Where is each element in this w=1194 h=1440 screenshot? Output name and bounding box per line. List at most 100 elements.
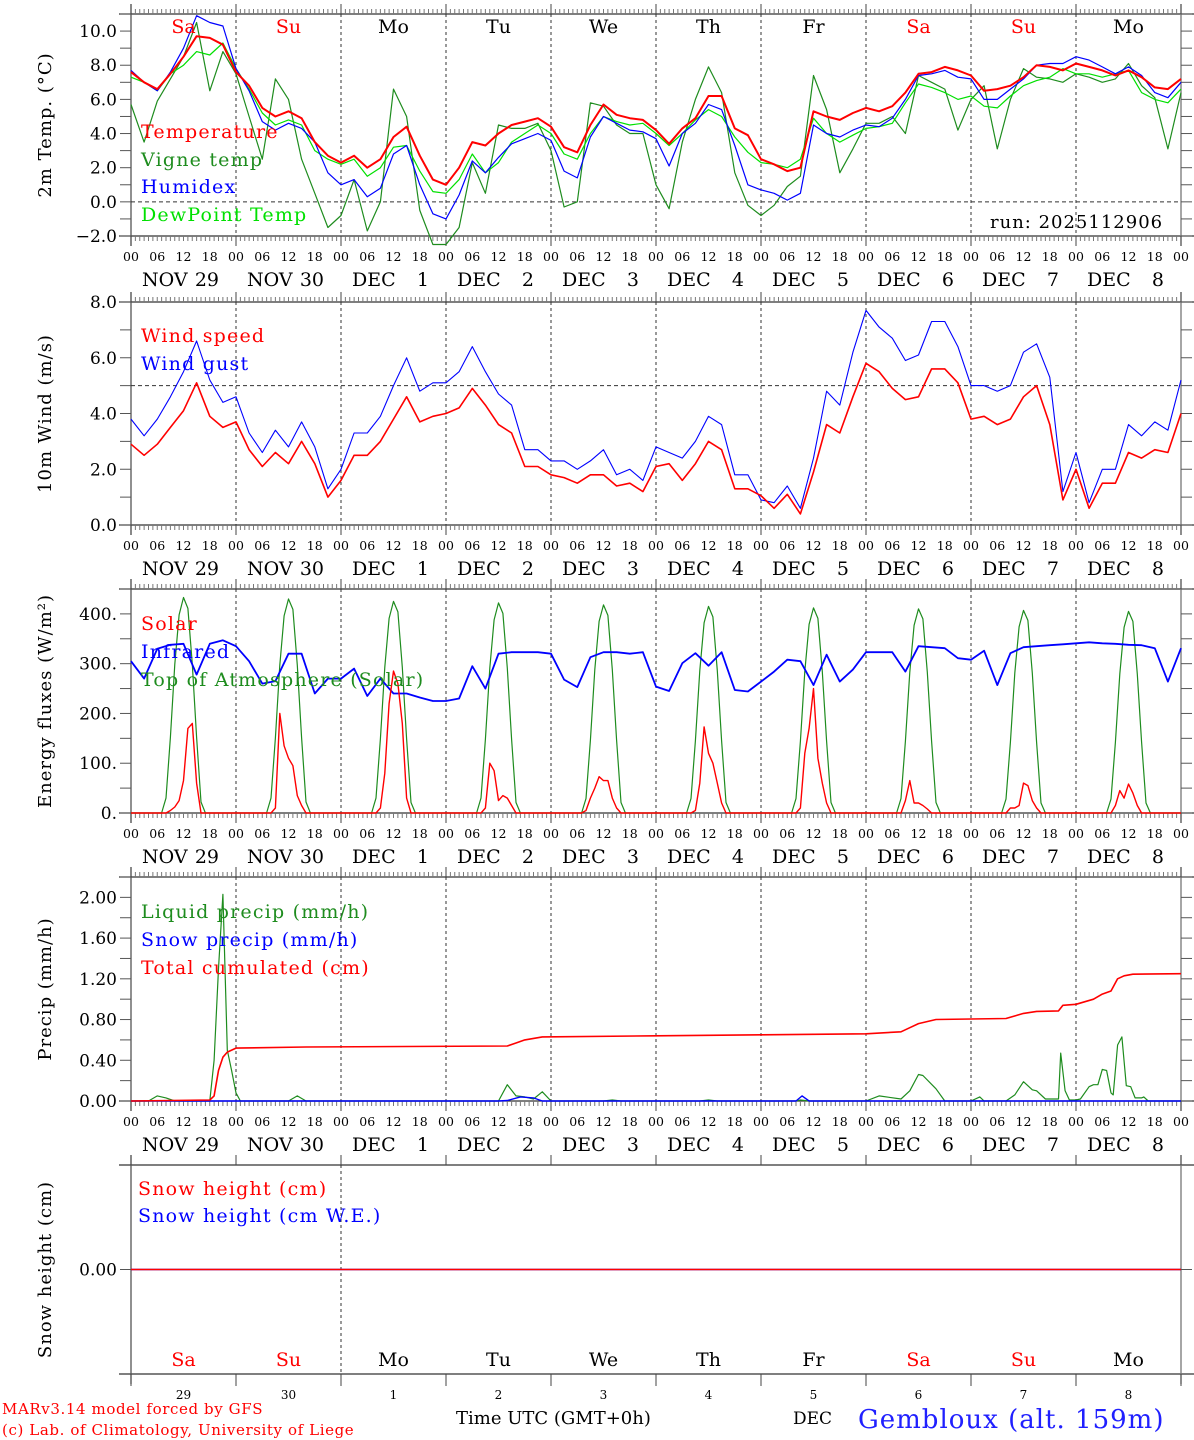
y-tick-label: 0.00: [79, 1261, 117, 1281]
date-label: 29: [176, 1388, 191, 1402]
hour-label: 12: [386, 1114, 402, 1129]
date-day-label: 2: [522, 558, 534, 580]
legend-item: Solar: [141, 613, 198, 635]
legend-item: Liquid precip (mm/h): [141, 901, 369, 923]
hour-label: 06: [884, 249, 900, 264]
hour-label: 12: [911, 249, 927, 264]
hour-label: 12: [806, 1114, 822, 1129]
date-month-label: NOV: [247, 269, 293, 291]
hour-label: 12: [386, 249, 402, 264]
hour-label: 12: [281, 249, 297, 264]
legend-item: Snow height (cm): [138, 1178, 327, 1200]
date-day-label: 4: [732, 1134, 744, 1156]
hour-label: 12: [596, 1114, 612, 1129]
hour-label: 12: [701, 826, 717, 841]
hour-label: 00: [753, 826, 769, 841]
hour-label: 00: [963, 1114, 979, 1129]
date-label: 3: [600, 1388, 608, 1402]
hour-label: 06: [779, 249, 795, 264]
hour-label: 00: [1068, 249, 1084, 264]
y-tick-label: 200.: [79, 704, 117, 724]
weekday-label: We: [589, 1349, 618, 1371]
hour-label: 06: [254, 1114, 270, 1129]
hour-label: 00: [228, 826, 244, 841]
date-day-label: 5: [837, 1134, 849, 1156]
weekday-label: Mo: [1113, 16, 1144, 38]
run-label: run: 2025112906: [990, 212, 1163, 233]
hour-label: 12: [1016, 538, 1032, 553]
date-month-label: NOV: [142, 558, 188, 580]
hour-label: 00: [543, 826, 559, 841]
series-wind-speed: [130, 362, 1182, 515]
date-day-label: 7: [1047, 558, 1059, 580]
hour-label: 18: [727, 826, 743, 841]
hour-label: 00: [753, 1114, 769, 1129]
y-tick-label: 8.0: [90, 56, 117, 76]
hour-label: 12: [386, 538, 402, 553]
hour-label: 12: [1121, 826, 1137, 841]
y-tick-label: 100.: [79, 754, 117, 774]
date-day-label: 29: [195, 846, 219, 868]
hour-label: 18: [202, 826, 218, 841]
hour-label: 06: [674, 1114, 690, 1129]
panel-wind: 0.0 2.0 4.0 6.0 8.0 10m Wind (m/s) Wind speed W…: [35, 292, 1194, 580]
hour-label: 00: [1173, 1114, 1189, 1129]
y-tick-label: 0.: [101, 804, 117, 824]
hour-label: 06: [674, 538, 690, 553]
date-month-label: DEC: [982, 846, 1026, 868]
hour-label: 18: [832, 538, 848, 553]
date-day-label: 4: [732, 846, 744, 868]
date-day-label: 8: [1152, 558, 1164, 580]
date-month-label: DEC: [352, 1134, 396, 1156]
hour-label: 18: [202, 249, 218, 264]
hour-label: 12: [1121, 538, 1137, 553]
weekday-label: Sa: [171, 16, 195, 38]
hour-label: 12: [176, 249, 192, 264]
date-day-label: 29: [195, 1134, 219, 1156]
date-day-label: 2: [522, 1134, 534, 1156]
hour-label: 12: [386, 826, 402, 841]
y-axis-title: Precip (mm/h): [35, 917, 56, 1060]
date-day-label: 3: [627, 1134, 639, 1156]
hour-label: 06: [149, 538, 165, 553]
hour-label: 00: [228, 538, 244, 553]
hour-label: 00: [858, 538, 874, 553]
hour-label: 00: [123, 1114, 139, 1129]
date-month-label: DEC: [1087, 1134, 1131, 1156]
hour-label: 00: [648, 826, 664, 841]
hour-label: 06: [149, 1114, 165, 1129]
date-month-label: DEC: [1087, 558, 1131, 580]
hour-label: 00: [438, 249, 454, 264]
hour-label: 18: [937, 1114, 953, 1129]
hour-label: 12: [491, 826, 507, 841]
hour-label: 18: [307, 826, 323, 841]
legend-item: DewPoint Temp: [141, 204, 307, 226]
hour-label: 00: [648, 1114, 664, 1129]
date-month-label: DEC: [772, 558, 816, 580]
hour-label: 00: [1068, 538, 1084, 553]
hour-label: 06: [149, 249, 165, 264]
hour-label: 12: [701, 249, 717, 264]
date-day-label: 1: [417, 269, 429, 291]
weekday-label: Su: [276, 1349, 301, 1371]
hour-label: 00: [753, 249, 769, 264]
y-tick-label: 300.: [79, 655, 117, 675]
y-tick-label: 6.0: [90, 90, 117, 110]
hour-label: 18: [622, 249, 638, 264]
date-day-label: 1: [417, 1134, 429, 1156]
y-tick-label: 2.00: [79, 888, 117, 908]
weekday-label: Sa: [171, 1349, 195, 1371]
hour-label: 06: [989, 1114, 1005, 1129]
date-month-label: DEC: [1087, 269, 1131, 291]
y-tick-label: 2.0: [90, 159, 117, 179]
hour-label: 00: [858, 1114, 874, 1129]
legend-item: Snow height (cm W.E.): [138, 1205, 382, 1227]
hour-label: 06: [569, 538, 585, 553]
y-tick-label: 0.40: [79, 1051, 117, 1071]
hour-label: 00: [858, 826, 874, 841]
date-month-label: NOV: [247, 846, 293, 868]
station-name: Gembloux (alt. 159m): [858, 1405, 1164, 1435]
date-day-label: 4: [732, 269, 744, 291]
hour-label: 06: [464, 1114, 480, 1129]
date-day-label: 8: [1152, 269, 1164, 291]
